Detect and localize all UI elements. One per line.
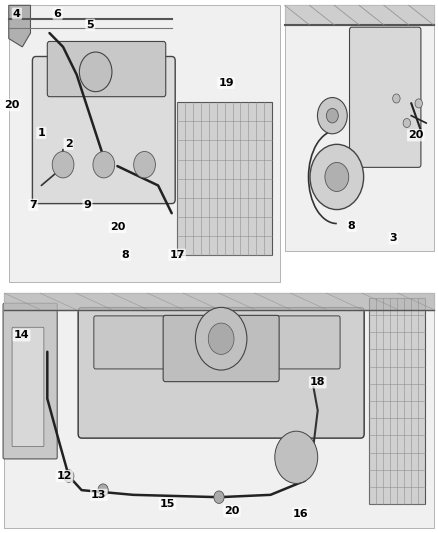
Circle shape xyxy=(52,151,74,178)
Circle shape xyxy=(208,323,234,354)
Text: 20: 20 xyxy=(408,130,424,140)
Text: 2: 2 xyxy=(65,139,72,149)
FancyBboxPatch shape xyxy=(350,27,421,167)
Text: 9: 9 xyxy=(84,200,92,210)
Text: 18: 18 xyxy=(310,377,325,387)
Circle shape xyxy=(98,484,108,496)
Text: 6: 6 xyxy=(54,9,62,19)
Text: 8: 8 xyxy=(348,221,356,231)
Circle shape xyxy=(392,94,400,103)
Circle shape xyxy=(134,151,155,178)
Circle shape xyxy=(214,491,224,504)
Circle shape xyxy=(318,98,347,134)
Text: 20: 20 xyxy=(4,100,19,110)
Circle shape xyxy=(64,470,74,482)
Circle shape xyxy=(93,151,115,178)
Bar xyxy=(369,298,425,504)
Polygon shape xyxy=(9,5,31,47)
Text: 5: 5 xyxy=(86,20,94,30)
FancyBboxPatch shape xyxy=(3,303,57,459)
Text: 16: 16 xyxy=(293,508,308,519)
Text: 19: 19 xyxy=(218,78,234,88)
Bar xyxy=(285,5,434,251)
Circle shape xyxy=(275,431,318,483)
Text: 17: 17 xyxy=(170,250,185,260)
Text: 8: 8 xyxy=(122,250,129,260)
Text: 7: 7 xyxy=(29,200,37,210)
Text: 12: 12 xyxy=(57,471,72,481)
Text: 13: 13 xyxy=(91,490,106,500)
Bar xyxy=(4,293,434,528)
Circle shape xyxy=(310,144,364,209)
Circle shape xyxy=(326,108,338,123)
Text: 14: 14 xyxy=(14,330,29,341)
FancyBboxPatch shape xyxy=(225,316,340,369)
Circle shape xyxy=(415,99,422,108)
Circle shape xyxy=(403,118,410,127)
Text: 15: 15 xyxy=(160,499,175,509)
Text: 20: 20 xyxy=(110,222,125,232)
FancyBboxPatch shape xyxy=(47,42,166,96)
FancyBboxPatch shape xyxy=(94,316,209,369)
Bar xyxy=(9,5,280,282)
Bar xyxy=(177,102,272,255)
Text: 20: 20 xyxy=(224,506,240,516)
Text: 4: 4 xyxy=(13,9,21,19)
FancyBboxPatch shape xyxy=(163,316,279,382)
Circle shape xyxy=(195,308,247,370)
FancyBboxPatch shape xyxy=(12,327,44,447)
Circle shape xyxy=(79,52,112,92)
FancyBboxPatch shape xyxy=(78,308,364,438)
Text: 3: 3 xyxy=(389,233,397,243)
Circle shape xyxy=(325,163,349,191)
FancyBboxPatch shape xyxy=(32,56,175,204)
Text: 1: 1 xyxy=(38,128,45,138)
